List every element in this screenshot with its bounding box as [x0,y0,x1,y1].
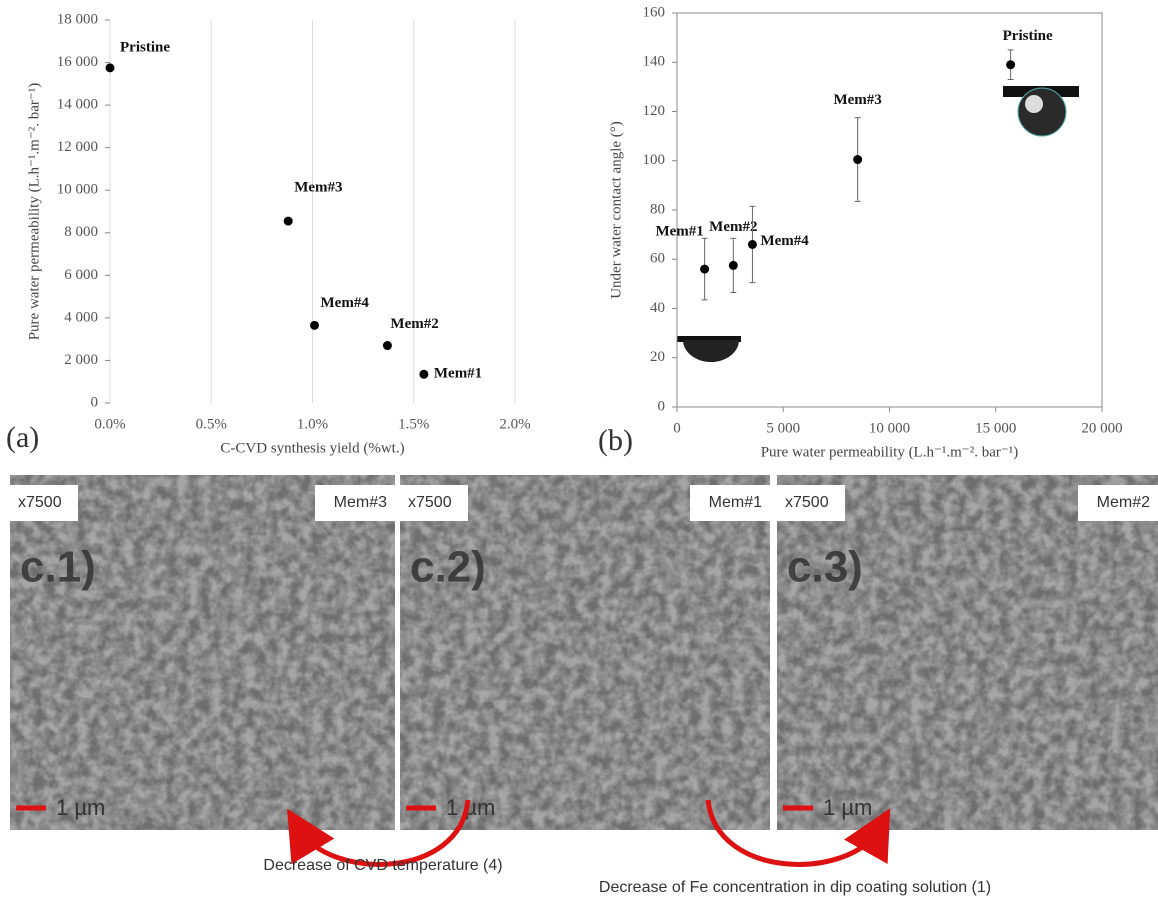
magnification: x7500 [408,494,452,511]
sample-name: Mem#2 [1097,494,1150,511]
x-tick-label: 10 000 [869,420,910,436]
y-tick-label: 100 [643,152,666,168]
y-tick-label: 2 000 [64,352,98,368]
point-label: Mem#4 [321,295,370,311]
y-tick-label: 0 [91,394,99,410]
data-point [419,369,429,379]
label-box [10,485,78,521]
data-point [283,216,293,226]
data-point [1006,60,1016,70]
label-box [777,485,845,521]
data-point [310,320,320,330]
panel-label: (b) [598,424,633,457]
point-label: Mem#3 [833,92,881,108]
scale-label: 1 µm [446,795,495,820]
panel-label: c.3) [787,543,863,592]
point-label: Mem#2 [709,219,757,235]
magnification: x7500 [785,494,829,511]
sem-image [400,475,770,830]
point-label: Mem#2 [390,316,438,332]
caption: Decrease of CVD temperature (4) [263,857,502,874]
y-tick-label: 14 000 [57,97,98,113]
y-tick-label: 4 000 [64,309,98,325]
point-label: Mem#4 [760,233,809,249]
data-point [728,260,738,270]
sem-image [777,475,1158,830]
x-tick-label: 0.5% [196,416,227,432]
y-axis-label: Pure water permeability (L.h⁻¹.m⁻². bar⁻… [26,83,42,341]
panel-label: (a) [6,421,39,454]
x-tick-label: 0.0% [94,416,125,432]
point-label: Mem#3 [294,180,342,196]
droplet-icon [677,86,1079,362]
y-tick-label: 80 [650,201,665,217]
data-point [853,155,863,165]
sample-name: Mem#1 [709,494,762,511]
x-axis-label: C-CVD synthesis yield (%wt.) [220,440,404,456]
x-tick-label: 5 000 [766,420,800,436]
data-point [382,341,392,351]
scale-label: 1 µm [823,795,872,820]
magnification: x7500 [18,494,62,511]
caption: Decrease of Fe concentration in dip coat… [599,879,991,896]
x-tick-label: 1.0% [297,416,328,432]
x-axis-label: Pure water permeability (L.h⁻¹.m⁻². bar⁻… [761,444,1019,460]
y-tick-label: 12 000 [57,139,98,155]
scale-label: 1 µm [56,795,105,820]
x-tick-label: 2.0% [499,416,530,432]
point-label: Pristine [120,39,170,55]
y-tick-label: 10 000 [57,182,98,198]
label-box [400,485,468,521]
label-box [315,485,395,521]
y-tick-label: 8 000 [64,224,98,240]
label-box [1078,485,1158,521]
sem-image [10,475,395,830]
y-tick-label: 60 [650,251,665,267]
x-tick-label: 20 000 [1081,420,1122,436]
label-box [690,485,770,521]
y-tick-label: 20 [650,349,665,365]
y-tick-label: 16 000 [57,54,98,70]
y-tick-label: 40 [650,300,665,316]
y-tick-label: 18 000 [57,11,98,27]
point-label: Pristine [1003,28,1053,44]
sample-name: Mem#3 [334,494,387,511]
y-tick-label: 0 [658,398,666,414]
y-tick-label: 6 000 [64,267,98,283]
x-tick-label: 15 000 [975,420,1016,436]
y-axis-label: Under water contact angle (°) [608,121,624,299]
data-point [747,239,757,249]
y-tick-label: 120 [643,103,666,119]
data-point [105,63,115,73]
panel-label: c.1) [20,543,96,592]
arrow [287,799,471,867]
x-tick-label: 0 [673,420,681,436]
y-tick-label: 140 [643,54,666,70]
x-tick-label: 1.5% [398,416,429,432]
y-tick-label: 160 [643,4,666,20]
panel-label: c.2) [410,543,486,592]
arrow [705,799,891,867]
plot-frame [676,12,1103,408]
point-label: Mem#1 [655,224,703,240]
point-label: Mem#1 [434,366,482,382]
data-point [700,264,710,274]
